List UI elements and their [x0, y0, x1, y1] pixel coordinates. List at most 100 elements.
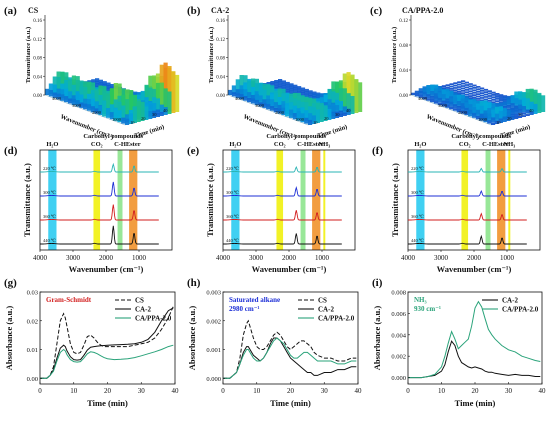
- surface-cell: [87, 81, 92, 104]
- surface-cell: [278, 81, 283, 85]
- legend-label: CA/PPA-2.0: [318, 315, 355, 323]
- surface-cell: [285, 81, 290, 85]
- band-label: CO₂: [91, 141, 103, 148]
- surface-cell: [289, 85, 294, 89]
- surface-cell: [342, 88, 347, 112]
- surface-cell: [449, 101, 454, 107]
- surface-cell: [304, 117, 309, 124]
- surface-cell: [499, 98, 504, 102]
- surface-cell: [461, 80, 466, 82]
- surface-cell: [476, 88, 481, 91]
- surface-cell: [521, 112, 526, 115]
- surface-cell: [125, 118, 130, 125]
- surface-cell: [494, 106, 500, 120]
- temperature-label: 440 ℃: [411, 238, 424, 243]
- surface-cell: [452, 104, 458, 109]
- band-label: CO₂: [274, 141, 286, 148]
- surface-cell: [354, 79, 359, 113]
- panel-letter: (a): [4, 5, 17, 17]
- surface-cell: [334, 113, 340, 118]
- surface-cell: [476, 90, 481, 93]
- surface-cell: [491, 122, 496, 125]
- surface-cell: [502, 95, 508, 98]
- legend-label: CA/PPA-2.0: [135, 315, 172, 323]
- temperature-label: 300 ℃: [226, 190, 239, 195]
- surface-cell: [506, 100, 511, 107]
- surface-cell: [491, 91, 496, 94]
- surface-cell: [487, 97, 492, 100]
- plot-frame: [222, 149, 356, 251]
- z-tick-label: 0.04: [399, 69, 408, 74]
- surface-cell: [171, 71, 176, 113]
- surface-cell: [106, 108, 111, 118]
- surface-cell: [495, 93, 500, 95]
- temperature-label: 300 ℃: [43, 190, 56, 195]
- z-tick-label: 0.08: [33, 57, 42, 62]
- surface-cell: [449, 97, 454, 105]
- band-label: NH₃: [503, 141, 515, 148]
- panel-annotation: Gram-Schmidt: [46, 296, 92, 304]
- surface-cell: [86, 104, 92, 111]
- z-tick-label: 0.16: [33, 19, 42, 24]
- surface-cell: [457, 90, 462, 93]
- x-tick-label: 1000: [500, 254, 515, 262]
- legend-label: CS: [318, 297, 327, 305]
- surface-cell: [476, 95, 481, 98]
- series-line: [223, 337, 357, 379]
- surface-cell: [464, 81, 469, 84]
- surface-cell: [525, 98, 530, 112]
- surface-cell: [502, 116, 507, 122]
- surface-cell: [491, 109, 496, 121]
- surface-cell: [422, 96, 427, 100]
- y-tick-label: 40: [529, 108, 534, 113]
- surface-cell: [342, 106, 347, 114]
- surface-cell: [514, 113, 519, 117]
- surface-cell: [273, 108, 278, 113]
- surface-cell: [487, 92, 492, 95]
- y-tick-label: 20: [507, 116, 512, 121]
- band-label: H₂O: [414, 141, 426, 148]
- surface-cell: [247, 98, 252, 103]
- z-tick-label: 0.00: [216, 94, 225, 99]
- surface-cell: [250, 86, 256, 99]
- z-tick-label: 0.04: [216, 75, 225, 80]
- surface-cell: [273, 102, 278, 110]
- z-tick-label: 0.08: [216, 57, 225, 62]
- spectrum-line: [408, 234, 527, 245]
- legend-label: CA-2: [135, 306, 151, 314]
- surface-cell: [518, 113, 523, 116]
- surface-cell: [83, 103, 88, 110]
- surface-cell: [460, 87, 466, 90]
- surface-cell: [502, 101, 507, 108]
- surface-cell: [510, 110, 515, 116]
- surface-cell: [300, 113, 305, 123]
- y-tick-label: 40: [163, 108, 168, 113]
- surface-cell: [167, 91, 172, 114]
- surface-cell: [506, 105, 511, 109]
- surface-cell: [464, 89, 469, 91]
- surface-cell: [521, 97, 527, 110]
- surface-cell: [106, 85, 111, 89]
- x-tick-label: 1000: [112, 117, 122, 122]
- surface-cell: [327, 109, 332, 120]
- x-tick-label: 1000: [132, 254, 147, 262]
- surface-cell: [445, 104, 450, 108]
- surface-cell: [71, 98, 76, 105]
- surface-cell: [297, 91, 302, 94]
- y-tick-label: 30: [518, 112, 523, 117]
- y-tick-label: 0.003: [206, 290, 221, 297]
- surface-cell: [262, 103, 267, 108]
- surface-cell: [281, 93, 286, 108]
- surface-cell: [293, 87, 298, 91]
- surface-cell: [94, 108, 99, 114]
- y-tick-label: 10: [313, 120, 318, 125]
- band-label: Ester: [494, 141, 509, 148]
- surface-cell: [79, 94, 84, 106]
- surface-cell: [457, 83, 462, 86]
- surface-cell: [453, 82, 458, 84]
- surface-cell: [476, 93, 481, 95]
- absorption-band: [485, 150, 491, 250]
